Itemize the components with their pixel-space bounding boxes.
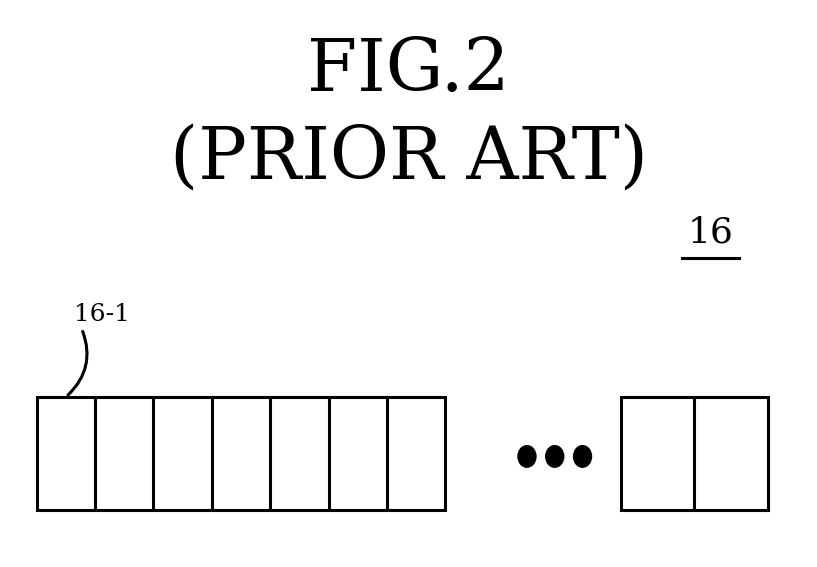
Ellipse shape <box>574 446 592 467</box>
Ellipse shape <box>518 446 536 467</box>
Bar <box>37 397 445 510</box>
Text: 16-1: 16-1 <box>74 303 129 326</box>
Text: 16: 16 <box>688 215 734 249</box>
Ellipse shape <box>546 446 564 467</box>
Text: (PRIOR ART): (PRIOR ART) <box>169 124 648 194</box>
Bar <box>621 397 768 510</box>
Text: FIG.2: FIG.2 <box>307 36 510 106</box>
